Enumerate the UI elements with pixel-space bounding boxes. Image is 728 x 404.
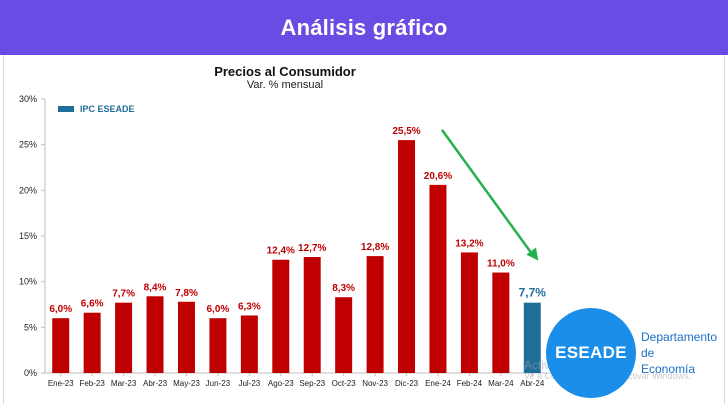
x-tick-label: Ene-23 <box>48 379 74 388</box>
x-tick-label: Ago-23 <box>268 379 294 388</box>
bar <box>83 312 101 373</box>
x-tick-label: Feb-24 <box>457 379 483 388</box>
y-tick-label: 25% <box>19 140 37 150</box>
data-label: 12,7% <box>298 243 326 254</box>
y-tick-label: 20% <box>19 185 37 195</box>
left-border <box>3 55 4 404</box>
chart-legend: IPC ESEADE <box>58 104 135 114</box>
y-tick-label: 15% <box>19 231 37 241</box>
legend-label: IPC ESEADE <box>80 104 135 114</box>
chart-subtitle: Var. % mensual <box>246 79 324 91</box>
y-tick-label: 5% <box>24 322 37 332</box>
y-tick-label: 0% <box>24 368 37 378</box>
x-tick-label: Abr-24 <box>520 379 545 388</box>
trend-arrow-line <box>440 129 535 257</box>
chart-title: Precios al Consumidor <box>214 64 356 79</box>
x-tick-label: Jul-23 <box>238 379 260 388</box>
bar <box>523 302 541 373</box>
data-label: 7,7% <box>519 286 547 300</box>
x-tick-label: Mar-23 <box>111 379 137 388</box>
data-label: 7,8% <box>175 288 198 299</box>
x-tick-label: Ene-24 <box>425 379 451 388</box>
logo-text: ESEADE <box>555 343 627 362</box>
bar <box>177 301 195 373</box>
bar <box>146 296 164 373</box>
x-tick-label: Feb-23 <box>79 379 105 388</box>
bar <box>209 318 227 373</box>
data-label: 25,5% <box>392 126 420 137</box>
bar <box>115 302 133 373</box>
department-line-2: de <box>641 346 655 360</box>
bar <box>429 184 447 373</box>
data-label: 12,8% <box>361 242 389 253</box>
header-bar: Análisis gráfico <box>0 0 728 55</box>
bar <box>335 297 353 373</box>
x-tick-label: Jun-23 <box>206 379 231 388</box>
data-label: 6,0% <box>49 304 72 315</box>
eseade-logo: ESEADE <box>546 308 636 398</box>
y-tick-label: 10% <box>19 277 37 287</box>
legend-swatch <box>58 106 74 112</box>
data-label: 11,0% <box>487 259 515 270</box>
data-label: 8,3% <box>332 283 355 294</box>
bar <box>398 140 416 373</box>
data-label: 7,7% <box>112 289 135 300</box>
department-line-3: Economía <box>641 362 696 376</box>
data-label: 12,4% <box>267 246 295 257</box>
data-label: 20,6% <box>424 171 452 182</box>
bar <box>366 256 384 373</box>
data-label: 6,6% <box>81 299 104 310</box>
trend-arrow-head <box>526 247 539 261</box>
department-line-1: Departamento <box>641 330 718 344</box>
data-label: 13,2% <box>455 238 483 249</box>
bar <box>272 259 290 373</box>
x-tick-label: Nov-23 <box>362 379 388 388</box>
x-tick-label: Oct-23 <box>332 379 357 388</box>
bar <box>492 272 510 373</box>
y-tick-label: 30% <box>19 94 37 104</box>
x-tick-label: May-23 <box>173 379 200 388</box>
bar <box>303 257 321 373</box>
data-label: 6,0% <box>207 304 230 315</box>
x-tick-label: Dic-23 <box>395 379 419 388</box>
data-label: 8,4% <box>144 282 167 293</box>
department-label: Departamento de Economía <box>641 329 726 377</box>
right-border <box>724 55 725 404</box>
bar <box>240 315 258 373</box>
bar <box>460 252 478 373</box>
page-title: Análisis gráfico <box>280 14 448 40</box>
x-tick-label: Abr-23 <box>143 379 168 388</box>
x-tick-label: Sep-23 <box>299 379 325 388</box>
data-label: 6,3% <box>238 301 261 312</box>
bar <box>52 318 70 373</box>
x-tick-label: Mar-24 <box>488 379 514 388</box>
